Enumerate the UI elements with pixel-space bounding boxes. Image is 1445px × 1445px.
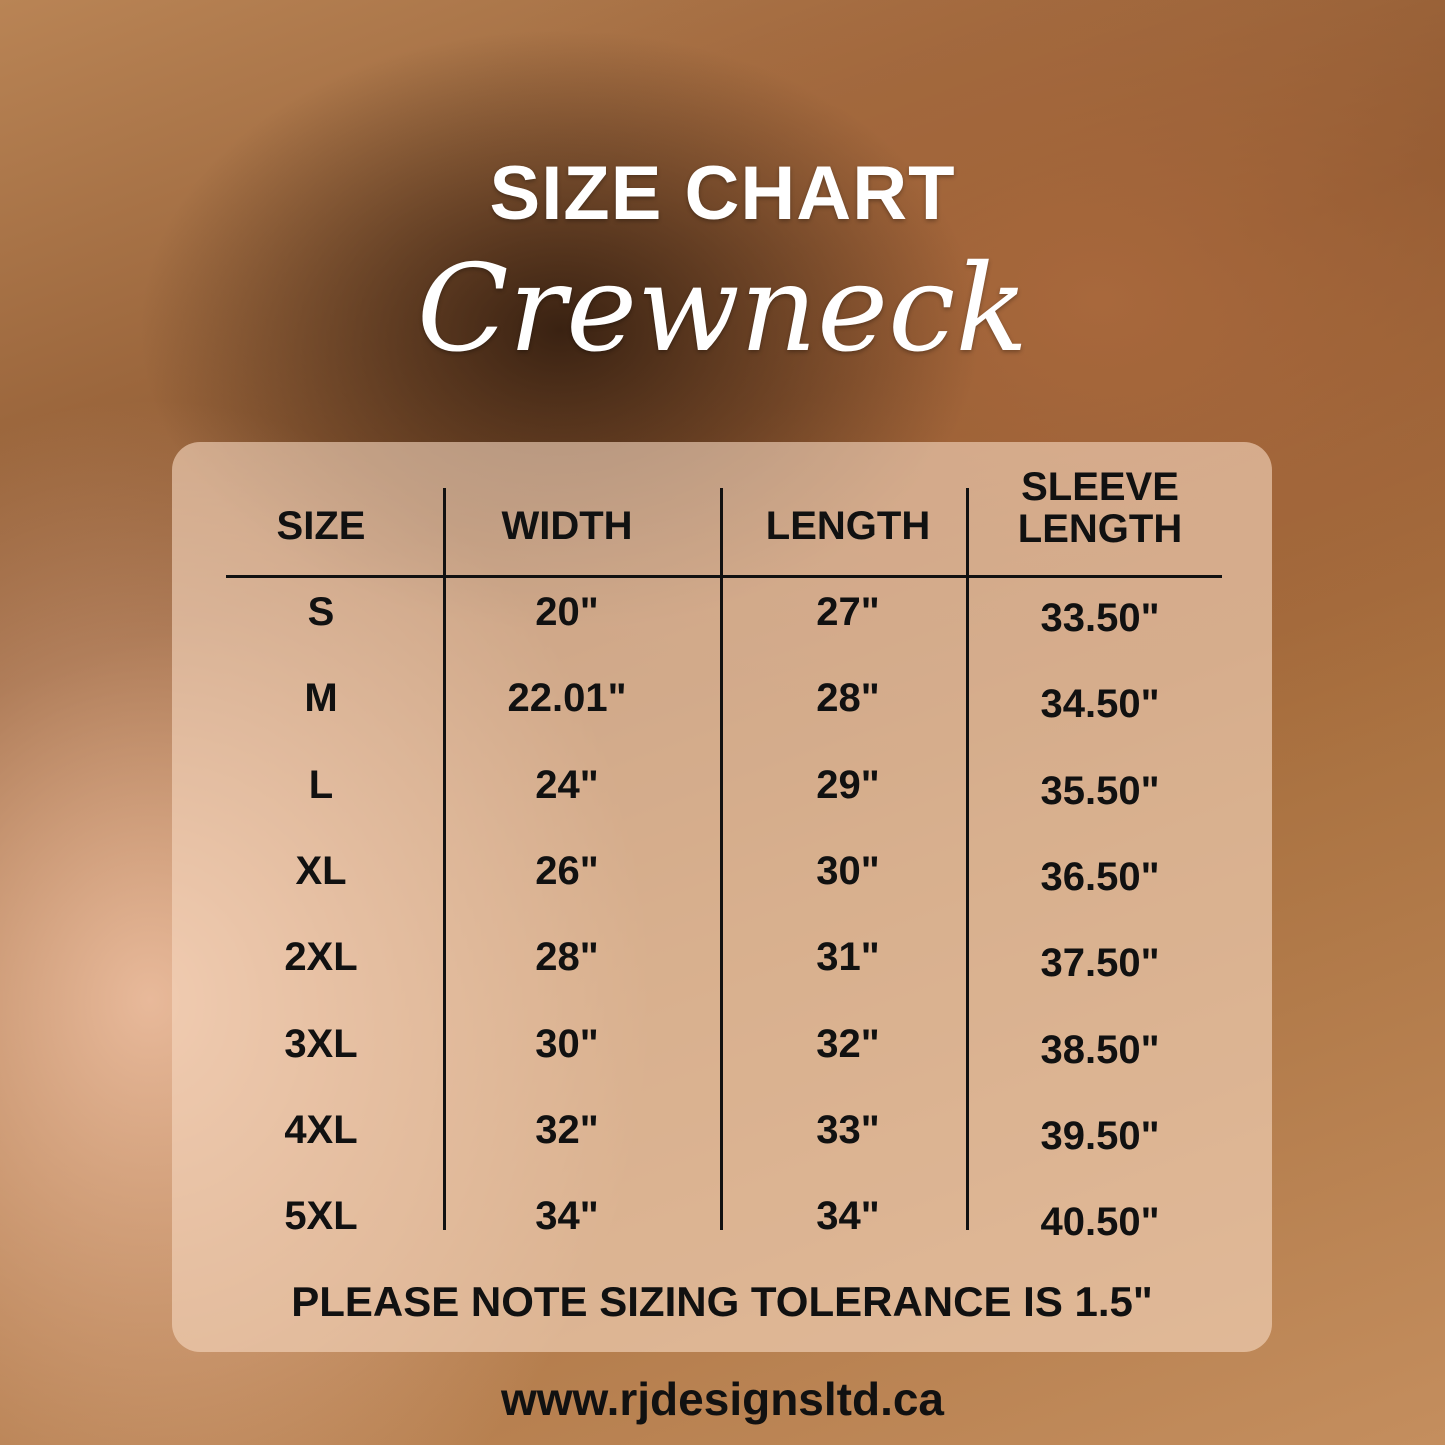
cell-size: 4XL [284,1107,358,1152]
cell-sleeve-length: 39.50" [1040,1113,1160,1158]
cell-width: 32" [535,1107,599,1152]
cell-width: 34" [535,1194,599,1239]
cell-size: M [304,676,338,721]
website-link[interactable]: www.rjdesignsltd.ca [500,1373,945,1425]
cell-length: 34" [816,1194,880,1239]
sizing-note: PLEASE NOTE SIZING TOLERANCE IS 1.5" [291,1278,1153,1325]
cell-length: 27" [816,590,880,634]
page-subtitle: Crewneck [416,240,1029,379]
cell-sleeve-length: 40.50" [1040,1200,1160,1245]
cell-sleeve-length: 36.50" [1040,854,1160,899]
header-divider [226,575,1222,578]
cell-size: L [308,762,334,807]
cell-width: 28" [535,935,599,980]
cell-sleeve-length: 33.50" [1040,596,1160,640]
column-divider [443,488,446,1230]
cell-width: 22.01" [507,676,627,721]
cell-sleeve-length: 38.50" [1040,1027,1160,1072]
cell-length: 33" [816,1107,880,1152]
cell-length: 32" [816,1021,880,1066]
cell-length: 30" [816,848,880,893]
column-divider [720,488,723,1230]
cell-width: 26" [535,848,599,893]
cell-length: 29" [816,762,880,807]
header-size: SIZE [276,504,366,548]
cell-sleeve-length: 35.50" [1040,768,1160,813]
header-length: LENGTH [765,504,931,548]
cell-sleeve-length: 34.50" [1040,682,1160,727]
cell-width: 30" [535,1021,599,1066]
cell-size: XL [295,848,347,893]
cell-width: 24" [535,762,599,807]
cell-size: S [307,590,335,634]
cell-width: 20" [535,590,599,634]
header-width: WIDTH [501,504,633,548]
cell-size: 2XL [284,935,358,980]
header-sleeve-length: SLEEVE LENGTH [1017,465,1183,551]
page-title: SIZE CHART [489,151,956,236]
cell-size: 3XL [284,1021,358,1066]
cell-length: 28" [816,676,880,721]
cell-sleeve-length: 37.50" [1040,941,1160,986]
cell-length: 31" [816,935,880,980]
column-divider [966,488,969,1230]
cell-size: 5XL [284,1194,358,1239]
